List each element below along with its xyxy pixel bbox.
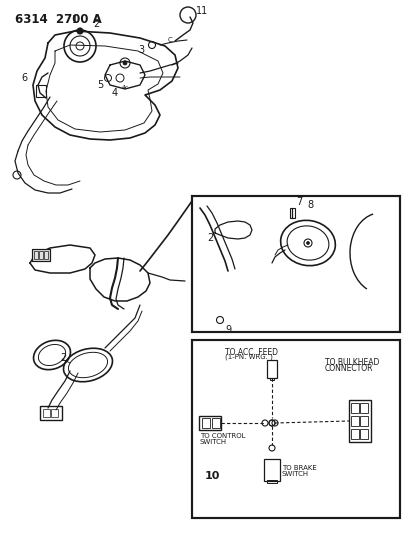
Text: (1-PN. WRG. ): (1-PN. WRG. ) (225, 354, 273, 360)
Bar (349, 400, 371, 442)
Bar (51, 409, 58, 417)
Text: 2: 2 (60, 353, 66, 363)
Bar (351, 429, 359, 439)
Ellipse shape (306, 241, 310, 245)
Text: SWITCH: SWITCH (282, 471, 309, 477)
Bar (192, 340, 400, 518)
Text: C: C (168, 37, 173, 43)
Text: TO BRAKE: TO BRAKE (282, 465, 317, 471)
Bar (360, 429, 368, 439)
Bar (212, 418, 220, 428)
Text: 7: 7 (296, 197, 302, 207)
Text: CONNECTOR: CONNECTOR (325, 364, 373, 373)
Text: 2: 2 (93, 19, 99, 29)
Bar (34, 251, 38, 259)
Text: 2: 2 (207, 233, 213, 243)
Text: 4c: 4c (122, 85, 129, 90)
Bar (270, 378, 274, 380)
Bar (32, 249, 50, 261)
Circle shape (123, 61, 127, 65)
Bar (351, 403, 359, 413)
Bar (36, 85, 46, 97)
Text: 6314  2700 A: 6314 2700 A (15, 13, 102, 26)
Bar (32, 249, 50, 261)
Bar (290, 208, 295, 218)
Bar (199, 416, 221, 430)
Text: 10: 10 (205, 471, 220, 481)
Text: 3: 3 (138, 45, 144, 55)
Circle shape (77, 28, 83, 34)
Text: 4: 4 (112, 88, 118, 98)
Bar (267, 480, 277, 483)
Bar (351, 416, 359, 426)
Text: 1: 1 (72, 15, 78, 25)
Bar (192, 196, 400, 332)
Bar (264, 459, 280, 481)
Bar (202, 418, 210, 428)
Text: TO BULKHEAD: TO BULKHEAD (325, 358, 379, 367)
Text: TO ACC. FEED: TO ACC. FEED (225, 348, 278, 357)
Text: 11: 11 (196, 6, 208, 16)
Bar (360, 403, 368, 413)
Text: SWITCH: SWITCH (200, 439, 227, 445)
Text: 9: 9 (225, 325, 231, 335)
Bar (39, 251, 43, 259)
Text: TO CONTROL: TO CONTROL (200, 433, 246, 439)
Bar (43, 409, 50, 417)
Bar (360, 416, 368, 426)
Text: 8: 8 (307, 200, 313, 210)
Text: 5: 5 (97, 80, 103, 90)
Bar (267, 360, 277, 378)
Bar (40, 406, 62, 420)
Bar (192, 196, 400, 332)
Bar (192, 340, 400, 518)
Text: 6: 6 (22, 73, 28, 83)
Bar (44, 251, 48, 259)
